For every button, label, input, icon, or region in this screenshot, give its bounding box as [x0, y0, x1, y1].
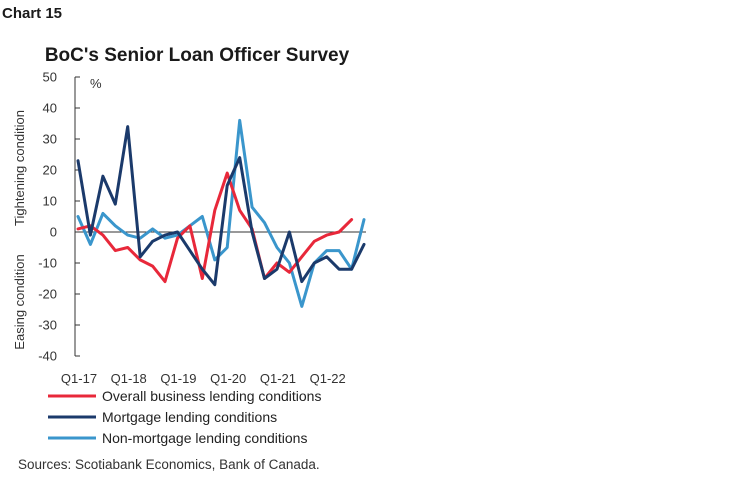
series-line-2 — [76, 125, 366, 287]
y-axis-label-bottom: Easing condition — [12, 254, 27, 349]
y-tick-label: -20 — [38, 287, 57, 302]
y-tick-label: 0 — [50, 225, 57, 240]
legend-label: Mortgage lending conditions — [102, 409, 277, 425]
x-tick-label: Q1-21 — [260, 371, 296, 386]
y-tick-label: 10 — [43, 194, 57, 209]
x-tick-label: Q1-22 — [310, 371, 346, 386]
legend-label: Overall business lending conditions — [102, 388, 321, 404]
source-note: Sources: Scotiabank Economics, Bank of C… — [18, 457, 320, 472]
series-line-1 — [76, 171, 354, 284]
y-tick-label: 40 — [43, 101, 57, 116]
y-tick-label: -30 — [38, 318, 57, 333]
y-tick-label: 50 — [43, 70, 57, 85]
unit-label: % — [90, 76, 102, 91]
y-axis-label-top: Tightening condition — [12, 110, 27, 226]
y-tick-label: -40 — [38, 349, 57, 364]
x-tick-label: Q1-17 — [61, 371, 97, 386]
x-tick-label: Q1-20 — [210, 371, 246, 386]
y-tick-label: -10 — [38, 256, 57, 271]
chart-label: Chart 15 — [2, 5, 63, 22]
x-tick-label: Q1-18 — [111, 371, 147, 386]
series-line-3 — [76, 118, 366, 308]
legend-label: Non-mortgage lending conditions — [102, 430, 307, 446]
x-tick-label: Q1-19 — [160, 371, 196, 386]
y-tick-label: 20 — [43, 163, 57, 178]
y-tick-label: 30 — [43, 132, 57, 147]
chart-title: BoC's Senior Loan Officer Survey — [45, 45, 350, 66]
